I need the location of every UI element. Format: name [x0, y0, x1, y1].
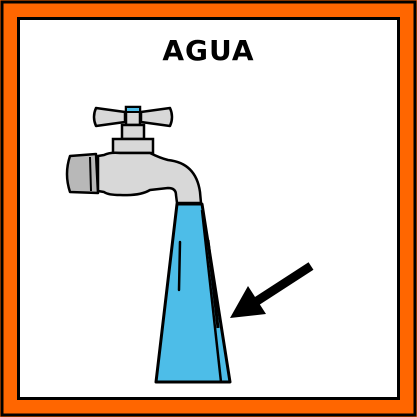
arrow-icon — [230, 262, 314, 318]
faucet-icon — [65, 105, 203, 205]
water-stream-icon — [154, 202, 232, 384]
pictogram-title: AGUA — [162, 34, 255, 67]
